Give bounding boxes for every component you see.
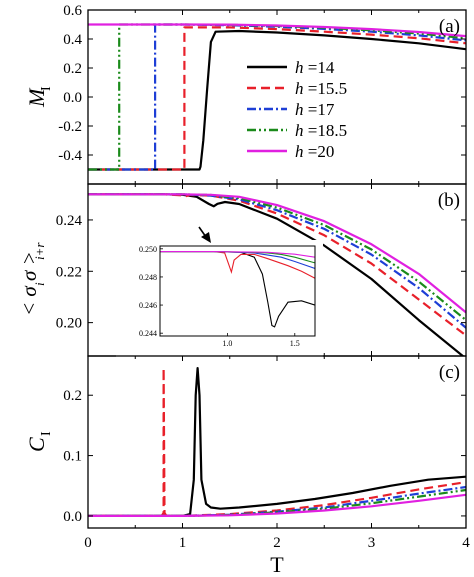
x-tick-label: 4 bbox=[462, 535, 470, 551]
panel-label: (b) bbox=[438, 190, 460, 211]
y-axis-label-sub: i bbox=[32, 282, 47, 286]
series-line-1 bbox=[88, 29, 466, 171]
y-tick-label: 0.2 bbox=[63, 388, 82, 404]
y-tick-label: 0.1 bbox=[63, 449, 82, 465]
series-line-4 bbox=[88, 193, 466, 321]
legend-label: h =15.5 bbox=[295, 79, 347, 98]
series-line-5 bbox=[88, 493, 466, 518]
panels: 0.60.40.20.0-0.2-0.4(a)MIh =14h =15.5h =… bbox=[17, 3, 467, 529]
y-axis-label: M bbox=[24, 87, 49, 108]
x-tick-label: 0 bbox=[84, 535, 92, 551]
y-tick-label: 0.0 bbox=[63, 509, 82, 525]
y-tick-label: 0.4 bbox=[63, 32, 82, 48]
y-tick-label: -0.2 bbox=[58, 119, 82, 135]
x-axis-label: T bbox=[270, 552, 284, 577]
y-axis-label: < σ σ > bbox=[17, 251, 41, 316]
legend-var: h bbox=[295, 121, 304, 140]
panel-a: 0.60.40.20.0-0.2-0.4(a)MIh =14h =15.5h =… bbox=[24, 3, 467, 185]
legend-var: h bbox=[295, 142, 304, 161]
y-axis-label-sub: i+r bbox=[32, 242, 47, 260]
y-axis-label-sub: I bbox=[39, 431, 54, 436]
series-line-3 bbox=[88, 23, 466, 171]
inset-series-line-5 bbox=[160, 251, 315, 258]
series-line-5 bbox=[88, 23, 466, 38]
inset-y-tick-label: 0.250 bbox=[139, 245, 157, 254]
series-line-2 bbox=[88, 26, 466, 171]
legend-value: =17 bbox=[304, 100, 335, 119]
legend-var: h bbox=[295, 100, 304, 119]
x-tick-label: 2 bbox=[273, 535, 281, 551]
inset-series-line-2 bbox=[160, 251, 315, 279]
panel-b: 0.24 0.22 0.20 (b) < σ σ >i i+r 0.250 0.248 0.24… bbox=[17, 183, 467, 360]
inset-y-tick-label: 0.248 bbox=[139, 273, 157, 282]
legend-label: h =14 bbox=[295, 58, 335, 77]
legend-value: =15.5 bbox=[304, 79, 348, 98]
y-axis-label: C bbox=[24, 437, 49, 452]
inset-y-tick-label: 0.246 bbox=[139, 301, 157, 310]
inset-arrow-head bbox=[201, 232, 211, 243]
x-tick-label: 3 bbox=[368, 535, 376, 551]
panel-label: (c) bbox=[439, 362, 460, 383]
legend-label: h =18.5 bbox=[295, 121, 347, 140]
legend-value: =18.5 bbox=[304, 121, 348, 140]
legend-var: h bbox=[295, 79, 304, 98]
legend-label: h =20 bbox=[295, 142, 334, 161]
y-tick-label: 0.0 bbox=[63, 90, 82, 106]
legend: h =14h =15.5h =17h =18.5h =20 bbox=[247, 58, 347, 161]
series-line-4 bbox=[88, 23, 466, 171]
series-line-1 bbox=[88, 367, 466, 518]
inset-y-tick-label: 0.244 bbox=[139, 329, 157, 338]
inset-x-tick-label: 1.0 bbox=[222, 339, 232, 348]
legend-value: =20 bbox=[304, 142, 335, 161]
panel-frame bbox=[87, 9, 467, 185]
y-tick-label: -0.4 bbox=[58, 148, 82, 164]
inset: 0.250 0.248 0.246 0.244 1.0 1.5 bbox=[116, 240, 323, 360]
y-tick-label: 0.2 bbox=[63, 61, 82, 77]
legend-var: h bbox=[295, 58, 304, 77]
panel-label: (a) bbox=[439, 16, 460, 37]
y-tick-label: 0.20 bbox=[56, 316, 82, 332]
inset-frame bbox=[159, 245, 316, 337]
y-tick-label: 0.24 bbox=[56, 213, 83, 229]
y-tick-label: 0.6 bbox=[63, 3, 82, 19]
panel-c: 0.2 0.1 0.0 (c) CI bbox=[24, 355, 467, 529]
y-tick-label: 0.22 bbox=[56, 264, 82, 280]
inset-x-tick-label: 1.5 bbox=[290, 339, 300, 348]
series-line-2 bbox=[88, 367, 466, 518]
legend-label: h =17 bbox=[295, 100, 335, 119]
x-axis: 0 1 2 3 4 bbox=[84, 535, 470, 551]
series-line-5 bbox=[88, 193, 466, 314]
x-tick-label: 1 bbox=[179, 535, 187, 551]
legend-value: =14 bbox=[304, 58, 335, 77]
y-axis-label-sub: I bbox=[39, 86, 54, 91]
